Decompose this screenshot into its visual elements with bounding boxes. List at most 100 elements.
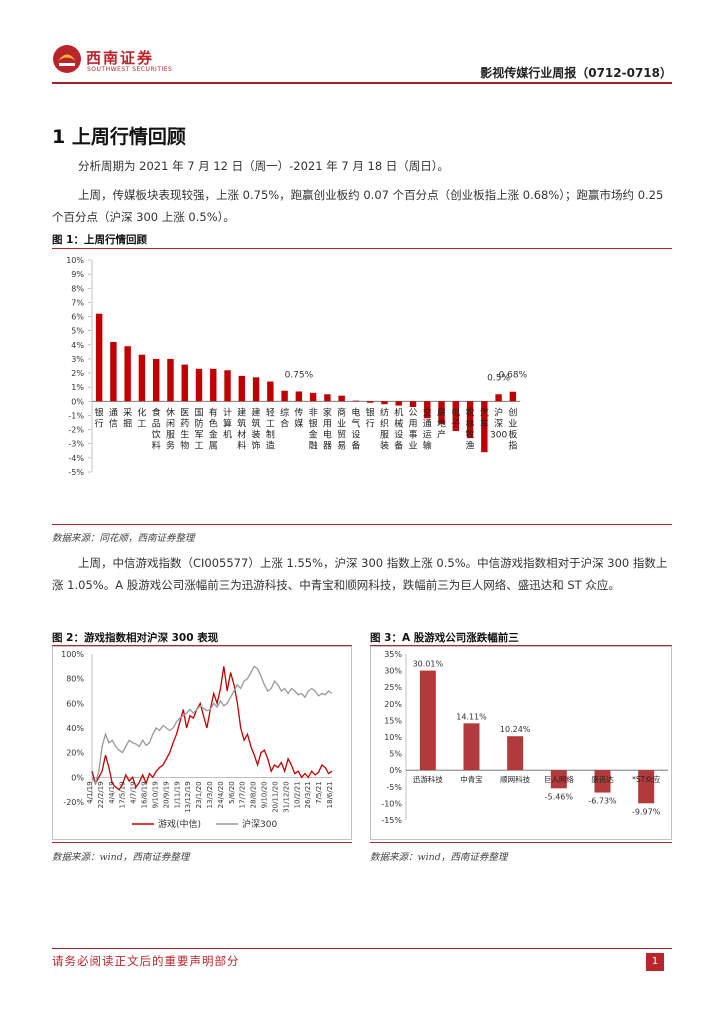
y-tick-label: 0% (71, 773, 84, 782)
bar-商业贸易 (338, 395, 345, 402)
data-label: 30.01% (413, 660, 444, 669)
bar-公用事业 (409, 401, 417, 407)
bar-医药生物 (181, 364, 188, 402)
y-tick-label: 60% (66, 699, 84, 708)
y-tick-label: 1% (71, 383, 84, 392)
y-tick-label: -2% (68, 426, 84, 435)
bar-房地产 (438, 401, 445, 424)
logo-subtext: SOUTHWEST SECURITIES (87, 66, 173, 73)
game-stocks-bar-chart: -15% -10% -5% 0% 5% 10% 15% 20% 25% 30% 35% 30.01% 迅… (370, 646, 672, 840)
y-tick-label: 5% (389, 750, 402, 759)
x-tick-label: 采掘 (123, 407, 132, 429)
figure-3-source: 数据来源：wind，西南证券整理 (370, 852, 508, 863)
x-tick-label: 电气设备 (351, 406, 360, 451)
x-tick-label: 房地产 (437, 406, 446, 440)
page-number: 1 (646, 953, 664, 971)
bar-休闲服务 (167, 358, 174, 402)
x-tick-label: 7/5/21 (315, 781, 323, 804)
bar-轻工制造 (267, 381, 274, 402)
logo-icon (53, 45, 81, 73)
figure-1-bottom-rule (52, 524, 672, 525)
report-title: 影视传媒行业周报（0712-0718） (480, 66, 672, 80)
x-tick-label: 18/6/21 (326, 781, 334, 808)
header-divider (52, 82, 672, 84)
y-tick-label: 7% (71, 298, 84, 307)
bar-国防军工 (195, 368, 203, 402)
y-tick-label: 4% (71, 341, 84, 350)
x-tick-label: 农林牧渔 (466, 406, 475, 451)
x-tick-label: 1/11/19 (173, 781, 181, 808)
x-tick-label: 4/1/19 (86, 781, 94, 804)
x-tick-label: 28/8/20 (250, 781, 258, 808)
bar-巨人网络 (550, 770, 567, 789)
data-label: -9.97% (632, 807, 661, 816)
y-tick-label: 40% (66, 724, 84, 733)
logo-text: 西南证券 (86, 49, 155, 67)
y-tick-label: -10% (381, 799, 402, 808)
x-tick-label: 综合 (280, 406, 289, 429)
x-tick-label: 沪深 300 (490, 406, 507, 440)
x-tick-label: 建筑装饰 (252, 406, 261, 451)
x-tick-label: 26/3/21 (304, 781, 312, 808)
x-tick-label: 盛讯达 (591, 774, 614, 784)
bar-建筑材料 (238, 375, 246, 402)
x-tick-label: 公用事业 (408, 407, 417, 451)
y-tick-label: 8% (71, 284, 84, 293)
x-tick-label: 机械设备 (394, 406, 403, 451)
legend-label: 游戏(中信) (158, 818, 201, 830)
data-label: -6.73% (588, 797, 617, 806)
x-tick-label: 非银金融 (309, 406, 318, 451)
y-tick-label: -5% (68, 468, 84, 477)
x-tick-label: 交通运输 (423, 406, 432, 451)
x-tick-label: 20/11/20 (271, 781, 279, 812)
x-tick-label: 中青宝 (460, 774, 483, 784)
y-tick-label: 20% (384, 700, 402, 709)
x-tick-label: 轻工制造 (266, 406, 275, 451)
x-tick-label: 国防军工 (194, 407, 203, 451)
x-tick-label: 24/4/20 (217, 781, 225, 808)
y-tick-label: 5% (71, 327, 84, 336)
figure-2-bottom-rule (52, 842, 352, 843)
x-tick-label: 10/2/21 (293, 781, 301, 808)
industry-weekly-bar-chart: -5% -4% -3% -2% -1% 0% 1% 2% 3% 4% 5% 6% 7% 8% 9% 10% 银行… (66, 256, 527, 477)
data-label: 14.11% (456, 712, 487, 721)
data-label: -5.46% (545, 792, 574, 801)
x-tick-label: 17/7/20 (239, 781, 247, 808)
figure-2-source: 数据来源：wind，西南证券整理 (52, 852, 190, 863)
y-tick-label: 20% (66, 749, 84, 758)
x-tick-label: 商业贸易 (337, 406, 346, 451)
y-tick-label: 100% (61, 650, 84, 659)
series-line-沪深300 (91, 665, 333, 786)
x-tick-label: 医药生物 (180, 407, 189, 451)
y-tick-label: 10% (66, 256, 84, 265)
bar-计算机 (224, 370, 231, 402)
x-tick-label: 创业板指 (508, 406, 517, 451)
paragraph-game-index: 上周，中信游戏指数（CI005577）上涨 1.55%，沪深 300 指数上涨 … (52, 556, 668, 592)
y-tick-label: -5% (386, 783, 402, 792)
bar-沪深300 (495, 394, 502, 402)
y-tick-label: 15% (384, 716, 402, 725)
x-tick-label: 16/8/19 (141, 781, 149, 808)
bar-迅游科技 (419, 670, 436, 771)
bar-非银金融 (309, 392, 317, 402)
x-tick-label: 有色金属 (209, 406, 218, 451)
x-tick-label: 9/10/19 (151, 781, 159, 808)
figure-3-bottom-rule (370, 842, 672, 843)
x-tick-label: 家用电器 (323, 406, 332, 451)
bar-化工 (138, 354, 146, 402)
x-tick-label: 传媒 (294, 406, 303, 429)
x-tick-label: 银行 (95, 406, 104, 429)
bar-建筑装饰 (252, 377, 260, 402)
bar-纺织服装 (381, 401, 388, 405)
bar-创业板指 (509, 391, 517, 402)
x-tick-label: 纺织服装 (380, 406, 389, 451)
x-tick-label: 迅游科技 (413, 774, 443, 784)
x-tick-label: 建筑材料 (237, 406, 246, 451)
bar-传媒 (295, 391, 303, 402)
bar-银行 (95, 313, 103, 402)
figure-1-top-rule (52, 248, 672, 249)
bar-采掘 (124, 346, 131, 402)
x-tick-label: 电子 (451, 406, 460, 429)
figure-3-top-rule (370, 645, 672, 646)
x-tick-label: 巨人网络 (544, 774, 574, 784)
